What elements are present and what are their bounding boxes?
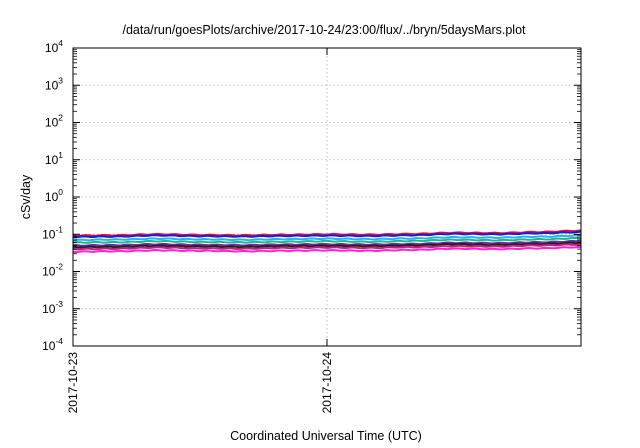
y-tick-label: 102 (45, 113, 63, 130)
y-axis: 104 103 102 101 100 10-1 10-2 10-3 10-4 (42, 38, 581, 353)
series-line-3 (72, 234, 582, 242)
y-tick-label: 104 (45, 38, 63, 55)
series-line-2 (72, 230, 582, 239)
series-line-6 (72, 241, 582, 249)
y-tick-label: 101 (45, 150, 63, 167)
series-line-4 (72, 237, 582, 244)
series-line-7 (72, 243, 582, 251)
x-tick-label: 2017-10-24 (320, 352, 334, 414)
series-line-5 (72, 240, 582, 247)
series-line-1 (72, 229, 582, 237)
series-line-8 (72, 245, 582, 254)
x-tick-label: 2017-10-23 (66, 352, 80, 414)
y-tick-label: 103 (45, 75, 63, 92)
series-lines (72, 229, 582, 254)
x-axis: 2017-10-23 2017-10-24 (66, 48, 334, 413)
y-tick-label: 10-3 (42, 299, 63, 316)
y-tick-label: 10-1 (42, 224, 63, 241)
y-tick-label: 100 (45, 187, 63, 204)
y-tick-label: 10-4 (42, 336, 63, 353)
y-tick-label: 10-2 (42, 262, 63, 279)
y-axis-label: cSv/day (19, 174, 33, 219)
chart-title: /data/run/goesPlots/archive/2017-10-24/2… (122, 23, 526, 37)
grid (72, 47, 581, 347)
x-axis-label: Coordinated Universal Time (UTC) (230, 429, 422, 443)
